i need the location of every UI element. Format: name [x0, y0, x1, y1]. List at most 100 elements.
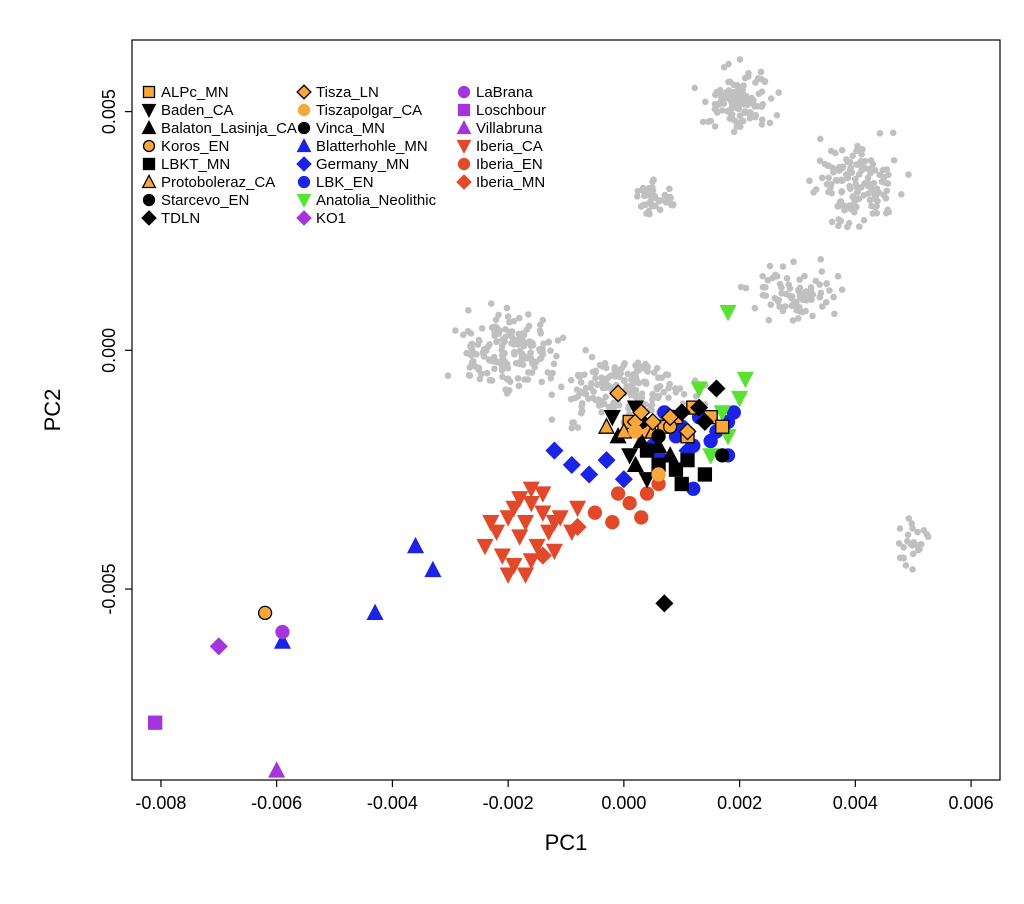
background-point [829, 219, 836, 226]
background-point [491, 332, 498, 339]
background-point [495, 312, 502, 319]
background-point [487, 377, 494, 384]
background-point [649, 191, 656, 198]
background-point [890, 129, 897, 136]
background-point [851, 209, 858, 216]
background-point [832, 150, 839, 157]
background-point [537, 330, 544, 337]
background-point [873, 203, 880, 210]
background-point [509, 328, 516, 335]
background-point [587, 384, 594, 391]
background-point [780, 263, 787, 270]
background-point [831, 310, 838, 317]
background-point [726, 115, 733, 122]
background-point [872, 167, 879, 174]
legend-item-label: Tiszapolgar_CA [316, 102, 422, 119]
legend-item-label: ALPc_MN [161, 84, 229, 101]
background-point [582, 347, 589, 354]
background-point [905, 531, 912, 538]
background-point [465, 307, 472, 314]
background-point [809, 313, 816, 320]
background-point [858, 184, 865, 191]
background-point [759, 273, 766, 280]
background-point [760, 284, 767, 291]
background-point [523, 355, 530, 362]
background-point [905, 515, 912, 522]
background-point [581, 371, 588, 378]
background-point [824, 181, 831, 188]
background-point [817, 256, 824, 263]
background-point [755, 75, 762, 82]
background-point [666, 381, 673, 388]
background-point [861, 192, 868, 199]
background-point [784, 275, 791, 282]
background-point [486, 341, 493, 348]
background-point [666, 185, 673, 192]
background-point [548, 391, 555, 398]
background-point [663, 371, 670, 378]
background-point [477, 376, 484, 383]
background-point [507, 378, 514, 385]
background-point [865, 183, 872, 190]
plot-border [132, 40, 1000, 780]
background-point [839, 147, 846, 154]
background-point [782, 303, 789, 310]
background-point [759, 88, 766, 95]
background-point [898, 191, 905, 198]
background-point [896, 540, 903, 547]
background-point [742, 75, 749, 82]
background-point [635, 359, 642, 366]
x-tick-label: 0.000 [601, 793, 646, 813]
legend-item-label: Protoboleraz_CA [161, 174, 275, 191]
background-point [768, 95, 775, 102]
background-point [468, 330, 475, 337]
background-point [844, 158, 851, 165]
background-point [499, 373, 506, 380]
background-point [838, 201, 845, 208]
background-point [646, 211, 653, 218]
background-point [511, 318, 518, 325]
background-point [712, 91, 719, 98]
y-tick-label: -0.005 [99, 564, 119, 615]
series-LaBrana [276, 626, 289, 639]
background-point [467, 372, 474, 379]
legend-item-label: Loschbour [476, 102, 546, 119]
background-point [702, 99, 709, 106]
background-point [501, 338, 508, 345]
background-point [826, 287, 833, 294]
background-point [537, 355, 544, 362]
background-point [621, 362, 628, 369]
background-point [525, 376, 532, 383]
background-point [835, 273, 842, 280]
background-point [568, 377, 575, 384]
background-point [705, 118, 712, 125]
background-point [825, 174, 832, 181]
background-point [865, 175, 872, 182]
background-point [639, 390, 646, 397]
background-point [538, 379, 545, 386]
background-point [568, 396, 575, 403]
background-point [806, 177, 813, 184]
background-point [871, 188, 878, 195]
background-point [665, 394, 672, 401]
background-point [498, 347, 505, 354]
legend-item-label: LBKT_MN [161, 156, 230, 173]
background-point [600, 385, 607, 392]
background-point [735, 91, 742, 98]
background-point [529, 340, 536, 347]
background-point [553, 353, 560, 360]
background-point [635, 188, 642, 195]
background-point [473, 351, 480, 358]
background-point [828, 190, 835, 197]
background-point [551, 361, 558, 368]
background-point [549, 416, 556, 423]
background-point [654, 365, 661, 372]
background-point [914, 529, 921, 536]
background-point [617, 370, 624, 377]
background-point [539, 347, 546, 354]
background-point [790, 258, 797, 265]
background-point [654, 384, 661, 391]
background-point [672, 385, 679, 392]
x-axis-label: PC1 [545, 830, 588, 855]
background-point [463, 350, 470, 357]
